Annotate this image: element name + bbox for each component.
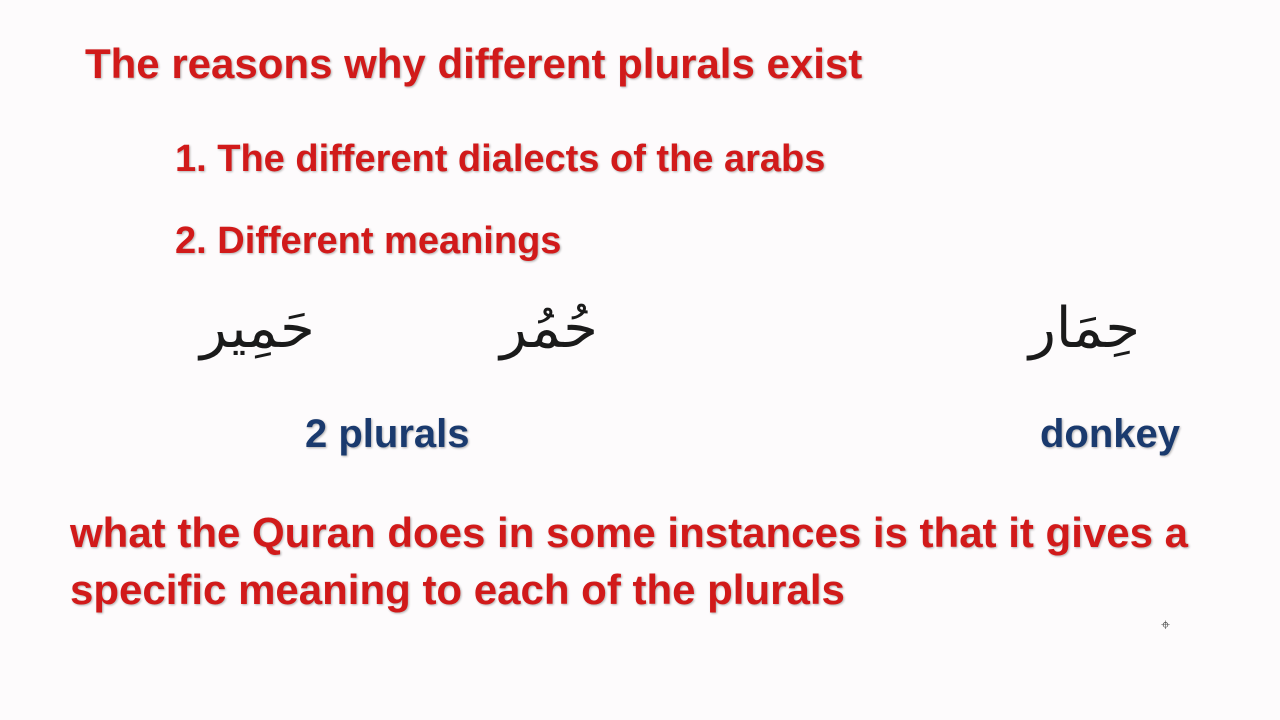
bottom-explanation: what the Quran does in some instances is… [70, 505, 1200, 618]
cursor-icon: ⌖ [1161, 617, 1170, 635]
point-two: 2. Different meanings [175, 220, 561, 263]
point-one: 1. The different dialects of the arabs [175, 138, 825, 181]
arabic-singular: حِمَار [1029, 295, 1140, 361]
arabic-plural-2: حُمُر [500, 295, 598, 361]
slide-title: The reasons why different plurals exist [85, 40, 862, 88]
arabic-plural-1: حَمِير [200, 295, 315, 361]
label-donkey: donkey [1040, 412, 1180, 457]
arabic-words-row: حَمِير حُمُر حِمَار [0, 295, 1280, 385]
label-two-plurals: 2 plurals [305, 412, 470, 457]
